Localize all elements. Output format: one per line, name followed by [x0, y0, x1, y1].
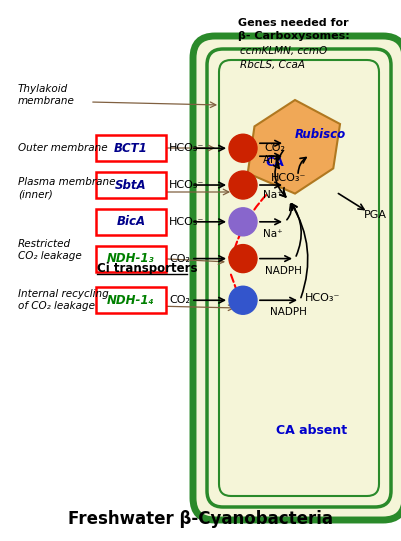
Circle shape: [229, 208, 256, 236]
Text: Restricted
CO₂ leakage: Restricted CO₂ leakage: [18, 239, 81, 261]
Text: Genes needed for
β- Carboxysomes:: Genes needed for β- Carboxysomes:: [237, 18, 349, 41]
Text: Ci transporters: Ci transporters: [97, 262, 197, 275]
FancyBboxPatch shape: [192, 36, 401, 520]
Text: Outer membrane: Outer membrane: [18, 143, 107, 153]
Text: HCO₃⁻: HCO₃⁻: [271, 173, 306, 183]
Text: NADPH: NADPH: [264, 266, 301, 275]
Text: HCO₃⁻: HCO₃⁻: [168, 217, 204, 227]
Text: CO₂: CO₂: [168, 295, 190, 305]
Text: ATP: ATP: [262, 155, 281, 165]
FancyBboxPatch shape: [96, 246, 166, 272]
Text: NADPH: NADPH: [269, 307, 306, 317]
Text: SbtA: SbtA: [115, 179, 146, 192]
Text: Internal recycling
of CO₂ leakage: Internal recycling of CO₂ leakage: [18, 289, 109, 311]
Text: CO₂: CO₂: [264, 143, 285, 153]
Circle shape: [229, 286, 256, 314]
Circle shape: [229, 134, 256, 162]
FancyBboxPatch shape: [96, 135, 166, 161]
Text: CA absent: CA absent: [276, 424, 347, 437]
Text: BCT1: BCT1: [114, 142, 148, 155]
Text: CA: CA: [265, 156, 284, 169]
Circle shape: [229, 171, 256, 199]
Text: Na⁺: Na⁺: [262, 229, 282, 239]
Text: Na⁺: Na⁺: [262, 190, 282, 200]
FancyBboxPatch shape: [96, 287, 166, 313]
Text: HCO₃⁻: HCO₃⁻: [168, 180, 204, 190]
Text: NDH-1₄: NDH-1₄: [107, 294, 154, 307]
Text: Rubisco: Rubisco: [294, 129, 345, 142]
Circle shape: [229, 245, 256, 273]
Polygon shape: [247, 100, 339, 194]
Text: PGA: PGA: [363, 210, 385, 220]
Text: CO₂: CO₂: [168, 254, 190, 263]
Text: BicA: BicA: [116, 215, 145, 228]
Text: ccmKLMN, ccmO
RbcLS, CcaA: ccmKLMN, ccmO RbcLS, CcaA: [239, 46, 326, 70]
Text: HCO₃⁻: HCO₃⁻: [304, 293, 340, 304]
Text: NDH-1₃: NDH-1₃: [107, 252, 154, 265]
FancyBboxPatch shape: [96, 209, 166, 235]
Text: Plasma membrane
(inner): Plasma membrane (inner): [18, 177, 115, 199]
FancyBboxPatch shape: [96, 172, 166, 198]
Text: Thylakoid
membrane: Thylakoid membrane: [18, 84, 75, 106]
Text: Freshwater β-Cyanobacteria: Freshwater β-Cyanobacteria: [68, 510, 333, 528]
Text: HCO₃⁻: HCO₃⁻: [168, 143, 204, 153]
